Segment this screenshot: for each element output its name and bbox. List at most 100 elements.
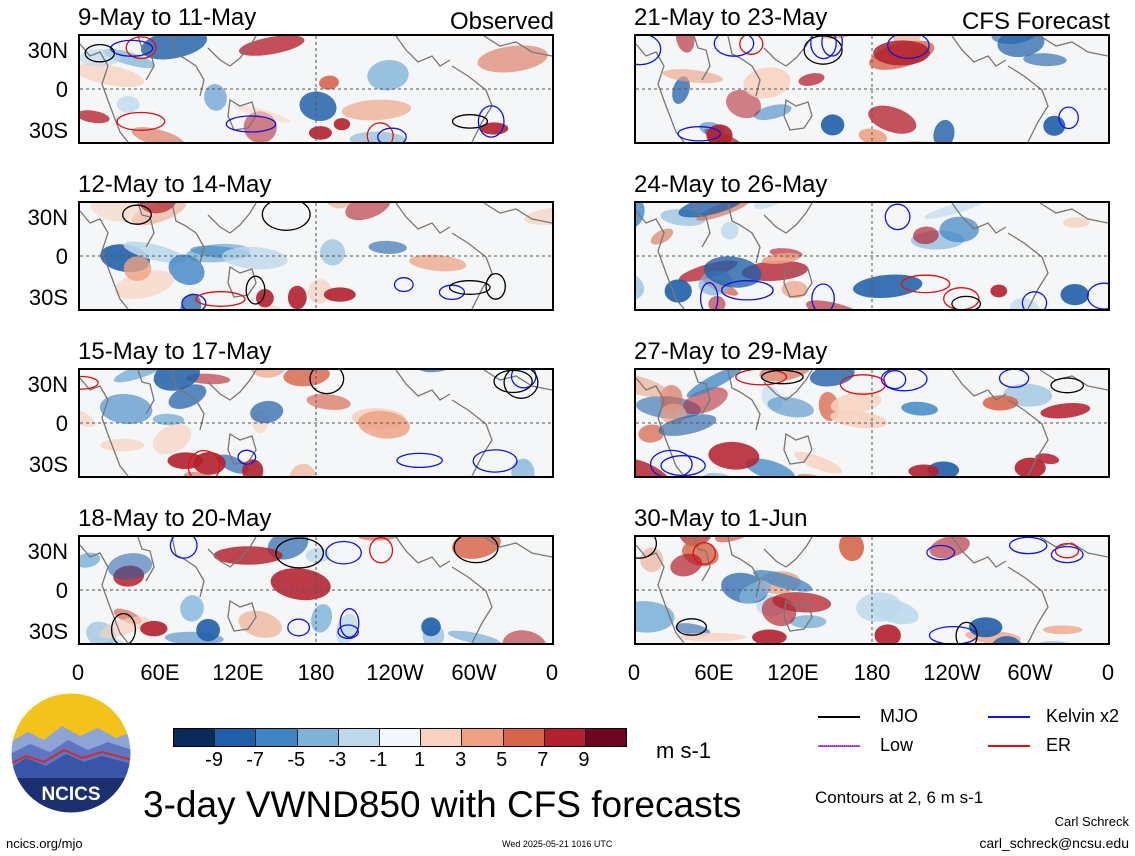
colorbar-tick-label: 7: [537, 749, 549, 771]
positive-anomaly: [913, 226, 939, 245]
positive-anomaly: [675, 36, 695, 53]
strong-positive-core: [308, 126, 332, 140]
strong-negative-core: [968, 617, 1003, 638]
strong-negative-core: [1060, 284, 1090, 306]
lat-label-30s: 30S: [28, 619, 68, 644]
colorbar-swatch: [379, 729, 422, 746]
negative-anomaly: [123, 241, 187, 264]
strong-positive-core: [140, 620, 168, 637]
colorbar-tick-label: -1: [369, 749, 388, 771]
positive-anomaly: [636, 458, 673, 476]
coastline: [483, 370, 552, 391]
coastline: [137, 537, 155, 582]
mjo-contour: [261, 203, 311, 231]
panel-title-left-2: 12-May to 14-May: [78, 171, 272, 198]
map-canvas: [636, 370, 1108, 476]
kelvin-contour: [181, 293, 207, 309]
negative-anomaly: [997, 36, 1045, 58]
positive-anomaly: [743, 67, 791, 99]
panel-title-right-1: 21-May to 23-May: [634, 4, 828, 31]
positive-anomaly: [858, 128, 888, 142]
legend-label-er: ER: [1046, 735, 1072, 755]
negative-anomaly: [745, 458, 795, 476]
positive-anomaly: [830, 391, 882, 414]
kelvin-contour: [636, 36, 662, 66]
negative-anomaly: [636, 203, 645, 229]
coastline: [951, 36, 1007, 67]
positive-anomaly: [761, 252, 801, 264]
kelvin-contour: [339, 608, 360, 638]
ncics-logo[interactable]: NCICS: [10, 692, 132, 814]
kelvin-contour: [438, 284, 466, 301]
strong-positive-core: [287, 285, 307, 309]
coastline: [951, 370, 1007, 401]
coastline: [80, 210, 129, 309]
panel-title-left-4: 18-May to 20-May: [78, 505, 272, 532]
kelvin-contour: [287, 618, 311, 637]
positive-anomaly: [80, 63, 145, 88]
mjo-contour: [451, 114, 489, 129]
map-panel-right-4: [634, 535, 1110, 645]
coastline: [395, 370, 451, 401]
mjo-contour: [485, 272, 506, 300]
negative-anomaly: [152, 413, 185, 426]
lat-label-30s: 30S: [28, 285, 68, 310]
kelvin-contour: [325, 540, 362, 565]
legend-label-kelvin: Kelvin x2: [1046, 706, 1120, 726]
lon-label-60w: 60W: [451, 660, 497, 685]
kelvin-contour: [337, 624, 359, 640]
strong-negative-core: [664, 279, 692, 303]
negative-anomaly: [153, 370, 200, 391]
legend-line-kelvin: [988, 716, 1030, 718]
positive-anomaly: [725, 89, 762, 119]
coastline: [207, 370, 257, 401]
kelvin-contour: [169, 537, 198, 559]
negative-anomaly: [636, 601, 675, 633]
lon-label-120w: 120W: [366, 660, 424, 685]
legend-line-er: [988, 745, 1030, 747]
panel-title-left-1: 9-May to 11-May: [78, 4, 257, 31]
legend-label-low: Low: [880, 735, 914, 755]
coastline: [207, 36, 257, 67]
strong-negative-core: [421, 617, 441, 637]
strong-positive-core: [167, 452, 204, 469]
kelvin-contour: [1008, 537, 1048, 555]
negative-anomaly: [367, 59, 409, 91]
map-canvas: [636, 203, 1108, 309]
lat-label-eq: 0: [55, 578, 68, 603]
positive-anomaly: [1042, 625, 1083, 635]
positive-anomaly: [90, 203, 148, 222]
kelvin-contour: [721, 280, 774, 301]
coastline: [693, 203, 711, 248]
legend-line-mjo: [818, 716, 860, 718]
er-contour: [125, 36, 157, 60]
negative-anomaly: [1009, 298, 1041, 309]
colorbar-swatch: [421, 729, 463, 746]
map-panel-left-2: [78, 201, 554, 311]
positive-anomaly: [708, 441, 760, 470]
kelvin-contour: [887, 36, 930, 60]
footer-email[interactable]: carl_schreck@ncsu.edu: [979, 835, 1129, 851]
er-contour: [369, 537, 394, 564]
negative-anomaly: [933, 119, 955, 142]
colorbar-swatch: [585, 729, 627, 746]
lon-label-0: 0: [545, 660, 559, 685]
positive-anomaly: [213, 546, 283, 565]
coastline: [80, 544, 129, 643]
coastline: [227, 265, 257, 298]
coastline: [727, 370, 761, 431]
footer-url[interactable]: ncics.org/mjo: [6, 836, 83, 851]
coastline: [693, 370, 711, 415]
mjo-contour: [245, 275, 266, 305]
map-canvas: [636, 537, 1108, 643]
er-contour: [366, 122, 394, 142]
kelvin-contour: [377, 127, 407, 142]
coastline: [227, 98, 257, 131]
negative-anomaly: [217, 454, 249, 474]
er-contour: [739, 36, 764, 55]
map-canvas: [636, 36, 1108, 142]
mjo-contour: [493, 370, 533, 394]
mjo-contour: [453, 537, 499, 564]
mjo-contour: [309, 370, 345, 395]
colorbar-tick-label: -5: [287, 749, 306, 771]
